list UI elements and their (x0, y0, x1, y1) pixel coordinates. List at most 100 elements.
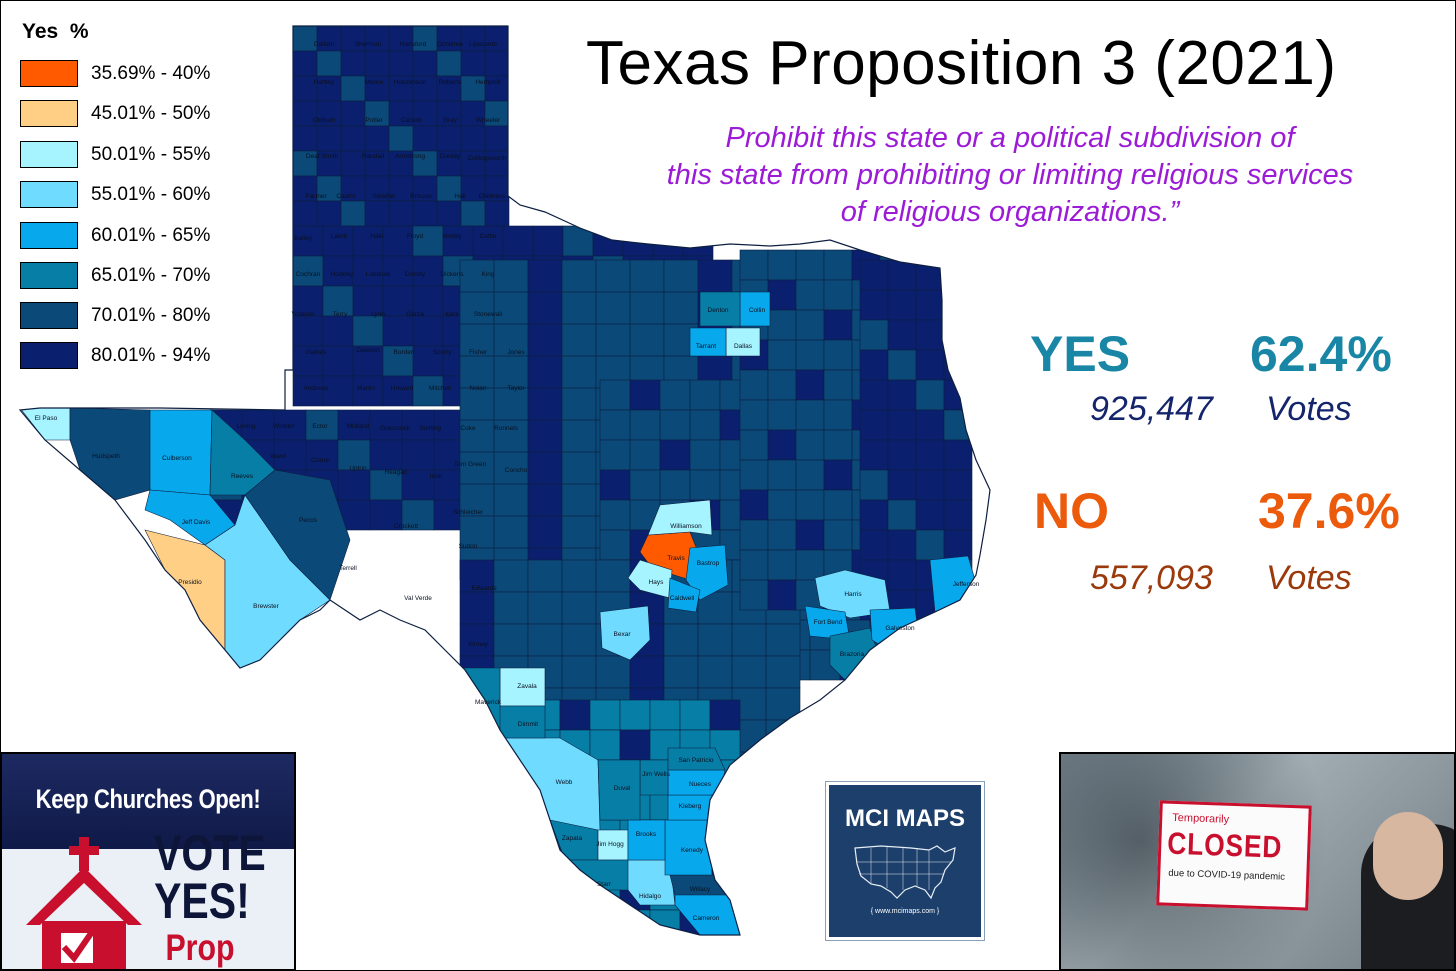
county (316, 26, 342, 52)
county (499, 819, 531, 851)
county (795, 429, 825, 461)
county (859, 319, 889, 351)
county (436, 125, 462, 152)
poster-slogan: Keep Churches Open! (35, 784, 261, 814)
county-label: Duval (614, 785, 631, 792)
county (765, 623, 801, 657)
county-label: Brooks (636, 831, 657, 838)
county (364, 150, 390, 177)
county (364, 175, 390, 202)
county (629, 469, 661, 501)
legend-item: 45.01% - 50% (20, 100, 250, 130)
county (352, 345, 384, 377)
county (436, 200, 462, 227)
county-label: Hansford (400, 41, 427, 48)
county (739, 369, 769, 401)
county (823, 429, 853, 461)
county-label: Motley (442, 233, 462, 240)
logo-name: MCI MAPS (845, 805, 965, 832)
county (943, 439, 973, 471)
county (619, 909, 651, 935)
county (731, 655, 767, 689)
county (529, 879, 561, 911)
map-title: Texas Proposition 3 (2021) (586, 29, 1337, 98)
county (589, 699, 621, 731)
legend-swatch (20, 181, 78, 208)
county-label: Garza (406, 311, 424, 318)
legend-item: 35.69% - 40% (20, 60, 250, 90)
county (731, 623, 767, 657)
county (795, 459, 825, 491)
county-label: Dimmit (518, 721, 538, 728)
county-label: Parmer (305, 193, 327, 200)
legend-item: 65.01% - 70% (20, 262, 250, 292)
county-dallas (725, 327, 761, 357)
county (599, 439, 631, 471)
county (352, 225, 384, 257)
legend-item: 70.01% - 80% (20, 302, 250, 332)
county (561, 515, 597, 549)
county (412, 375, 444, 407)
county (943, 259, 973, 291)
county (401, 409, 435, 441)
sign-line: Temporarily (1172, 811, 1230, 826)
county (595, 259, 631, 293)
county (340, 50, 366, 77)
county-label: Schleicher (453, 509, 484, 516)
county-label: Oldham (313, 117, 336, 124)
county (388, 100, 414, 127)
county-label: Jim Wells (642, 771, 670, 778)
county-label: King (481, 271, 494, 278)
county-label: Runnels (494, 425, 519, 432)
legend-label: 60.01% - 65% (91, 225, 211, 246)
county (273, 439, 307, 471)
county-label: Kinney (468, 641, 489, 648)
county (382, 285, 414, 317)
county (663, 623, 699, 657)
county (527, 291, 563, 325)
county (493, 483, 529, 517)
county (739, 429, 769, 461)
county-label: Brazoria (840, 651, 865, 658)
county-label: Yoakum (291, 311, 314, 318)
county (795, 549, 825, 581)
county (364, 50, 390, 77)
county (795, 249, 825, 281)
legend-swatch (20, 342, 78, 369)
county (915, 349, 945, 381)
county (527, 483, 563, 517)
county (484, 175, 510, 202)
county-label: Lamb (331, 233, 348, 240)
county (493, 355, 529, 389)
county (697, 655, 733, 689)
county (292, 255, 324, 287)
logo-url: { www.mcimaps.com } (870, 908, 940, 915)
county (527, 591, 563, 625)
county-label: Val Verde (404, 595, 432, 602)
county-label: Travis (667, 555, 685, 562)
county-bexar (599, 605, 651, 661)
county (767, 489, 797, 521)
county (484, 100, 510, 127)
legend-swatch (20, 302, 78, 329)
county (292, 285, 324, 317)
county (915, 499, 945, 531)
county (352, 285, 384, 317)
county-pecos (244, 469, 351, 601)
county (292, 125, 318, 152)
county (559, 699, 591, 731)
county (352, 315, 384, 347)
county-label: Williamson (670, 523, 702, 530)
county (689, 469, 721, 501)
county (412, 175, 438, 202)
county-label: Donley (440, 153, 461, 160)
county (493, 623, 529, 657)
county-label: Hudspeth (92, 453, 120, 460)
county-label: Glasscock (380, 425, 411, 432)
no-votes-word: Votes (1266, 559, 1352, 597)
county-label: Sherman (355, 41, 382, 48)
county (823, 249, 853, 281)
county (561, 451, 597, 485)
county-label: Fort Bend (814, 619, 843, 626)
